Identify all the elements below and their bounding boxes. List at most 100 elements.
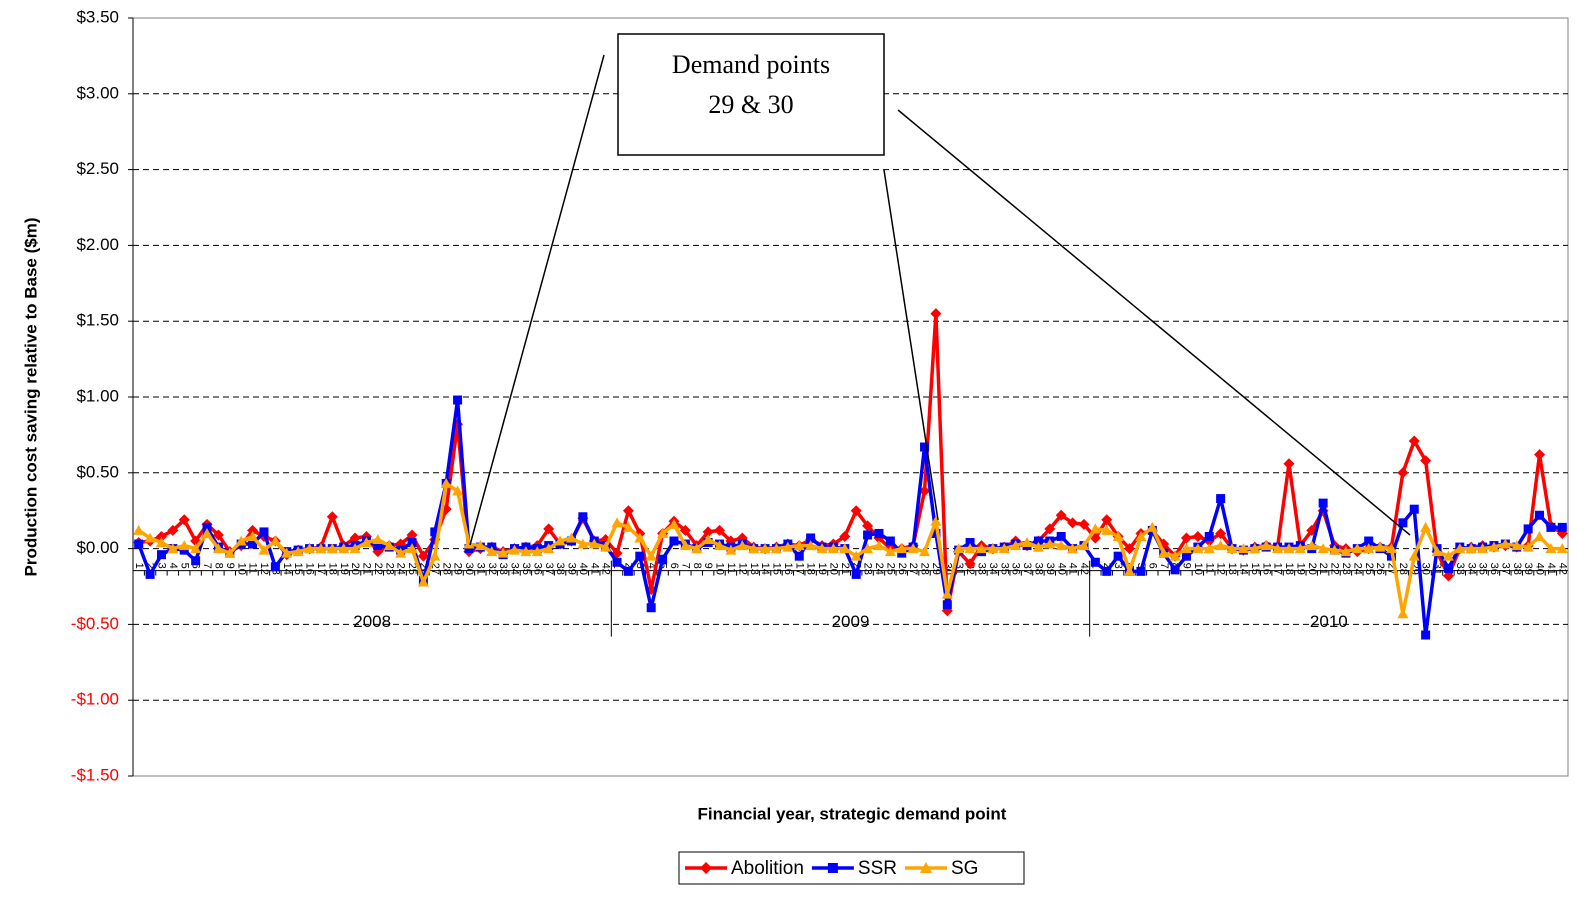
marker [839, 543, 851, 554]
marker [907, 543, 919, 554]
marker [326, 511, 338, 523]
marker [1056, 531, 1066, 541]
x-tick-label: 37 [1021, 563, 1033, 575]
marker [134, 539, 144, 549]
marker [1420, 521, 1432, 532]
marker [167, 543, 179, 554]
x-tick-label: 24 [395, 563, 407, 575]
marker [657, 527, 669, 538]
marker [202, 522, 212, 532]
marker [247, 530, 259, 541]
marker [1374, 541, 1386, 552]
x-tick-label: 16 [304, 563, 316, 575]
marker [942, 600, 952, 610]
x-tick-label: 15 [771, 563, 783, 575]
marker [1101, 524, 1113, 535]
marker [1215, 527, 1227, 539]
marker [1329, 544, 1341, 555]
marker [1192, 543, 1204, 554]
marker [463, 538, 475, 549]
marker [224, 547, 236, 558]
marker [1283, 458, 1295, 470]
marker [953, 543, 965, 554]
series [133, 477, 1568, 619]
marker [1364, 536, 1374, 546]
marker [179, 545, 189, 555]
y-axis-title: Production cost saving relative to Base … [21, 218, 40, 577]
marker [155, 530, 167, 542]
y-tick-label: $2.50 [76, 159, 119, 178]
x-tick-label: 38 [1033, 563, 1045, 575]
marker [543, 543, 555, 554]
marker [1556, 543, 1568, 554]
marker [281, 547, 293, 558]
marker [611, 517, 623, 528]
marker [1033, 536, 1043, 546]
marker [1557, 522, 1567, 532]
x-tick-label: 24 [1351, 563, 1363, 575]
marker [1170, 565, 1180, 575]
x-tick-label: 35 [1477, 563, 1489, 575]
x-tick-label: 23 [1340, 563, 1352, 575]
x-tick-label: 23 [383, 563, 395, 575]
marker [349, 543, 361, 554]
x-tick-label: 34 [509, 563, 521, 575]
x-tick-label: 30 [1420, 563, 1432, 575]
marker [1534, 449, 1546, 461]
marker [235, 535, 247, 546]
x-tick-label: 27 [907, 563, 919, 575]
x-tick-label: 14 [1238, 563, 1250, 575]
marker [965, 538, 975, 548]
x-tick-label: 15 [292, 563, 304, 575]
marker [612, 557, 622, 567]
x-tick-label: 19 [816, 563, 828, 575]
marker [702, 534, 714, 545]
marker [1090, 557, 1100, 567]
marker [850, 505, 862, 517]
y-tick-label: -$1.00 [71, 690, 119, 709]
marker [258, 544, 270, 555]
marker [714, 540, 726, 551]
leader-line [883, 169, 939, 521]
x-tick-label: 39 [566, 563, 578, 575]
marker [1431, 546, 1443, 557]
marker [1523, 524, 1533, 534]
marker [998, 543, 1010, 554]
marker [1180, 543, 1192, 554]
x-tick-label: 10 [714, 563, 726, 575]
marker [1363, 543, 1375, 554]
marker [1421, 630, 1431, 640]
x-tick-label: 4 [645, 563, 657, 569]
leader-line [469, 54, 605, 546]
marker [1306, 540, 1318, 551]
marker [1294, 543, 1306, 554]
marker [1409, 504, 1419, 514]
x-tick-label: 11 [725, 563, 737, 574]
x-tick-label: 33 [1454, 563, 1466, 575]
x-tick-label: 16 [782, 563, 794, 575]
marker [919, 546, 931, 557]
marker [577, 538, 589, 549]
marker [941, 588, 953, 599]
x-tick-label: 25 [884, 563, 896, 575]
marker [430, 527, 440, 537]
x-tick-label: 5 [178, 563, 190, 569]
x-tick-label: 30 [463, 563, 475, 575]
marker [1465, 543, 1477, 554]
leader-line [897, 109, 1411, 536]
x-tick-label: 28 [919, 563, 931, 575]
x-axis-title: Financial year, strategic demand point [698, 804, 1007, 823]
marker [816, 543, 828, 554]
marker [1397, 608, 1409, 619]
marker [748, 543, 760, 554]
marker [1021, 537, 1033, 548]
x-tick-label: 9 [224, 563, 236, 569]
marker [850, 550, 862, 561]
marker [827, 863, 838, 873]
marker [1534, 530, 1546, 541]
marker [578, 512, 588, 522]
marker [1511, 540, 1523, 551]
marker [622, 521, 634, 532]
x-tick-label: 15 [1249, 563, 1261, 575]
group-label: 2008 [353, 612, 391, 631]
